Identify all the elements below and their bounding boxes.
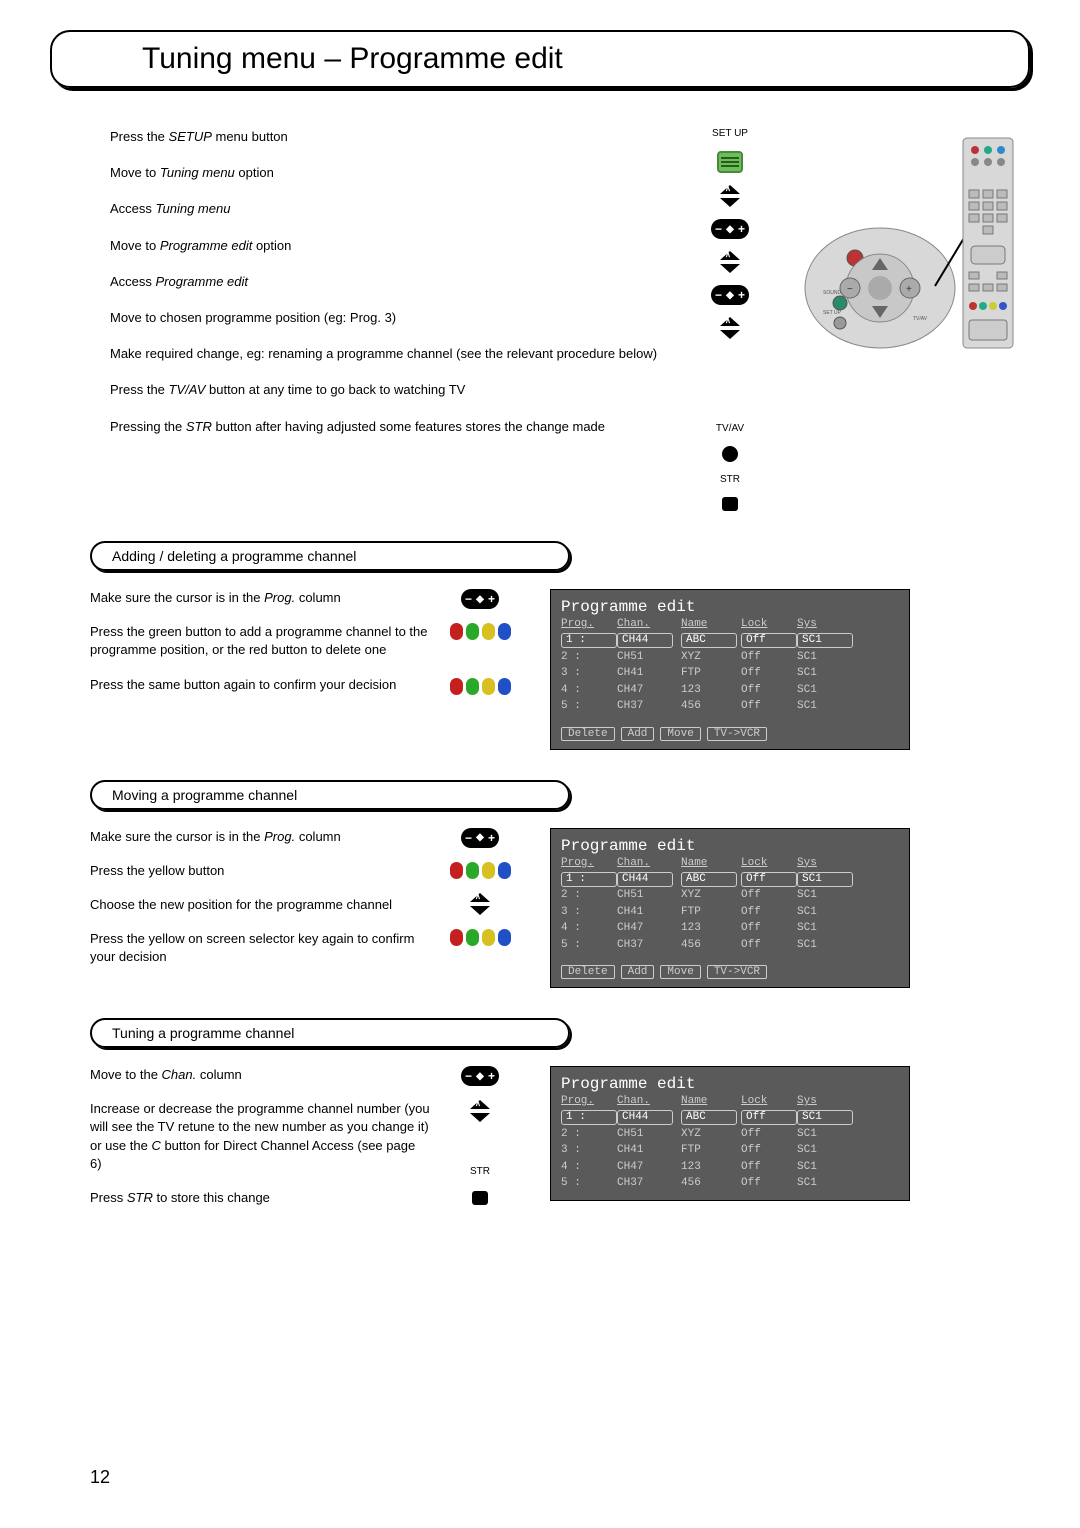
- add-text: Make sure the cursor is in the Prog. col…: [50, 589, 430, 750]
- updown-icon: ∧∨: [466, 893, 494, 915]
- section-header-move: Moving a programme channel: [90, 780, 570, 810]
- instruction-line: Move to Programme edit option: [110, 237, 670, 255]
- instruction-line: Press the SETUP menu button: [110, 128, 670, 146]
- instruction-line: Move to Tuning menu option: [110, 164, 670, 182]
- instruction-line: Pressing the STR button after having adj…: [110, 418, 670, 436]
- str-button-icon: [472, 1191, 488, 1205]
- setup-label: SET UP: [712, 128, 748, 139]
- leftright-icon: −◆+: [461, 828, 499, 848]
- updown-icon: ∧∨: [466, 1100, 494, 1122]
- svg-text:SET UP: SET UP: [823, 310, 842, 316]
- instruction-line: Make required change, eg: renaming a pro…: [110, 345, 670, 363]
- str-button-icon: [722, 497, 738, 511]
- tvav-label: TV/AV: [716, 423, 744, 434]
- color-buttons-icon: [450, 623, 511, 640]
- add-icons: −◆+: [430, 589, 530, 750]
- instruction-line: Press the same button again to confirm y…: [90, 676, 430, 694]
- instruction-line: Increase or decrease the programme chann…: [90, 1100, 430, 1173]
- remote-svg: − + SOUND SET UP TV/AV: [785, 128, 1015, 358]
- color-buttons-icon: [450, 929, 511, 946]
- instruction-line: Press the yellow button: [90, 862, 430, 880]
- tune-text: Move to the Chan. column Increase or decr…: [50, 1066, 430, 1223]
- color-buttons-icon: [450, 678, 511, 695]
- leftright-icon: −◆+: [711, 285, 749, 305]
- setup-button-icon: [717, 151, 743, 173]
- button-icons-column: SET UP ∧∨ −◆+ ∧∨ −◆+ ∧∨ TV/AV STR: [690, 128, 770, 511]
- section-header-add: Adding / deleting a programme channel: [90, 541, 570, 571]
- tune-section: Move to the Chan. column Increase or decr…: [50, 1066, 1030, 1223]
- move-text: Make sure the cursor is in the Prog. col…: [50, 828, 430, 989]
- instruction-line: Access Tuning menu: [110, 200, 670, 218]
- section-header-tune: Tuning a programme channel: [90, 1018, 570, 1048]
- updown-icon: ∧∨: [716, 317, 744, 339]
- osd-add: Programme editProg.Chan.NameLockSys1 :CH…: [550, 589, 910, 750]
- updown-icon: ∧∨: [716, 185, 744, 207]
- leftright-icon: −◆+: [461, 1066, 499, 1086]
- leftright-icon: −◆+: [461, 589, 499, 609]
- instruction-line: Move to the Chan. column: [90, 1066, 430, 1084]
- instruction-line: Move to chosen programme position (eg: P…: [110, 309, 670, 327]
- add-section: Make sure the cursor is in the Prog. col…: [50, 589, 1030, 750]
- move-icons: −◆+ ∧∨: [430, 828, 530, 989]
- svg-text:−: −: [847, 284, 853, 295]
- steps-list: Press the SETUP menu button Move to Tunin…: [50, 128, 690, 511]
- color-buttons-icon: [450, 862, 511, 879]
- str-label: STR: [470, 1166, 490, 1177]
- leftright-icon: −◆+: [711, 219, 749, 239]
- instruction-line: Press the green button to add a programm…: [90, 623, 430, 659]
- instruction-line: Press the TV/AV button at any time to go…: [110, 381, 670, 399]
- osd-tune: Programme editProg.Chan.NameLockSys1 :CH…: [550, 1066, 910, 1223]
- instruction-line: Choose the new position for the programm…: [90, 896, 430, 914]
- page-number: 12: [90, 1467, 110, 1488]
- main-steps-section: Press the SETUP menu button Move to Tunin…: [50, 128, 1030, 511]
- instruction-line: Access Programme edit: [110, 273, 670, 291]
- str-label: STR: [720, 474, 740, 485]
- instruction-line: Make sure the cursor is in the Prog. col…: [90, 828, 430, 846]
- page-title-box: Tuning menu – Programme edit: [50, 30, 1030, 88]
- instruction-line: Press the yellow on screen selector key …: [90, 930, 430, 966]
- move-section: Make sure the cursor is in the Prog. col…: [50, 828, 1030, 989]
- svg-text:TV/AV: TV/AV: [913, 316, 928, 322]
- tvav-button-icon: [722, 446, 738, 462]
- tune-icons: −◆+ ∧∨ STR: [430, 1066, 530, 1223]
- svg-text:SOUND: SOUND: [823, 290, 841, 296]
- osd-move: Programme editProg.Chan.NameLockSys1 :CH…: [550, 828, 910, 989]
- instruction-line: Press STR to store this change: [90, 1189, 430, 1207]
- svg-text:+: +: [906, 284, 912, 295]
- remote-illustration: − + SOUND SET UP TV/AV: [770, 128, 1030, 511]
- updown-icon: ∧∨: [716, 251, 744, 273]
- instruction-line: Make sure the cursor is in the Prog. col…: [90, 589, 430, 607]
- page-title: Tuning menu – Programme edit: [82, 42, 998, 76]
